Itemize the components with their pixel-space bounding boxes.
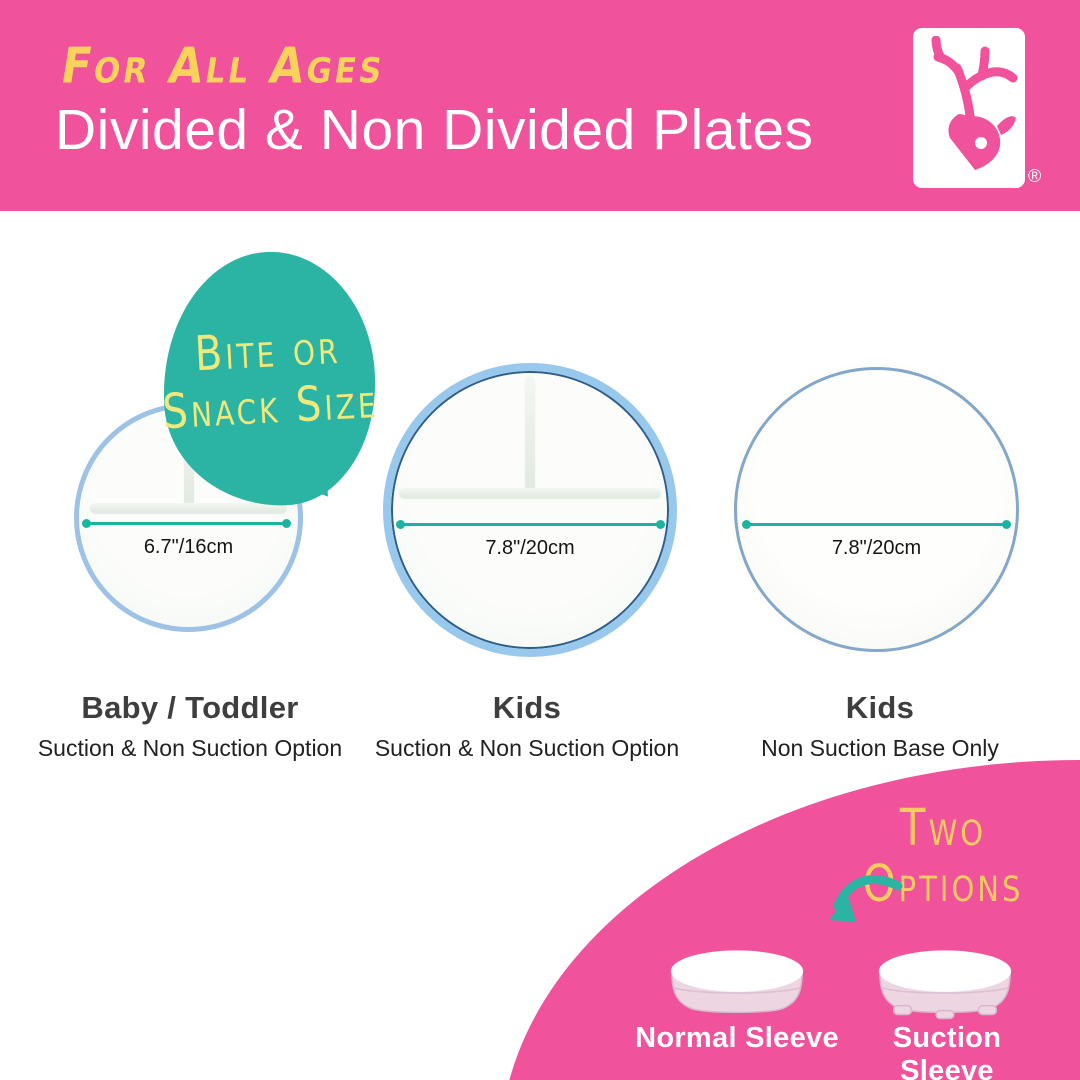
plate-subtitle: Non Suction Base Only xyxy=(761,735,999,761)
diameter-line xyxy=(742,520,1011,529)
suction-sleeve-label: Suction Sleeve xyxy=(892,1022,1002,1080)
options-title: Two Options xyxy=(858,798,1028,913)
size-label: 7.8"/20cm xyxy=(485,537,575,559)
normal-sleeve-plate-icon xyxy=(670,950,804,1014)
plate-subtitle: Suction & Non Suction Option xyxy=(374,735,680,761)
size-label: 7.8"/20cm xyxy=(831,537,922,559)
normal-sleeve-label: Normal Sleeve xyxy=(635,1022,839,1054)
plate-divider-horizontal xyxy=(399,488,661,498)
header-banner: For All Ages Divided & Non Divided Plate… xyxy=(0,0,1080,211)
plate-rim-ring xyxy=(734,367,1019,652)
caption-kids-plain: Kids Non Suction Base Only xyxy=(715,690,1045,762)
suction-sleeve-plate-icon xyxy=(878,950,1012,1020)
plate-kids-plain: 7.8"/20cm xyxy=(730,363,1023,656)
options-title-line-1: Two xyxy=(899,798,987,857)
plate-kids-divided: 7.8"/20cm xyxy=(383,363,677,657)
registered-mark: ® xyxy=(1028,166,1042,186)
plate-divider-horizontal xyxy=(90,503,287,513)
size-label: 6.7"/16cm xyxy=(143,536,234,558)
deer-icon xyxy=(931,36,1018,170)
brand-logo xyxy=(913,28,1025,188)
plate-divider-vertical xyxy=(525,376,535,491)
caption-kids-divided: Kids Suction & Non Suction Option xyxy=(362,690,692,762)
plate-subtitle: Suction & Non Suction Option xyxy=(37,735,343,761)
plate-name: Baby / Toddler xyxy=(81,690,299,725)
diameter-line xyxy=(396,520,665,529)
curved-arrow-icon xyxy=(829,875,903,922)
plate-name: Kids xyxy=(845,690,915,725)
caption-baby-toddler: Baby / Toddler Suction & Non Suction Opt… xyxy=(25,690,355,762)
page-title: Divided & Non Divided Plates xyxy=(55,98,814,162)
diameter-line xyxy=(82,519,291,528)
curved-arrow-icon xyxy=(302,424,351,497)
options-panel: Two Options Normal Sleeve Suction Sleeve xyxy=(540,768,1080,1080)
eyebrow-text: For All Ages xyxy=(57,37,390,95)
plate-name: Kids xyxy=(492,690,562,725)
